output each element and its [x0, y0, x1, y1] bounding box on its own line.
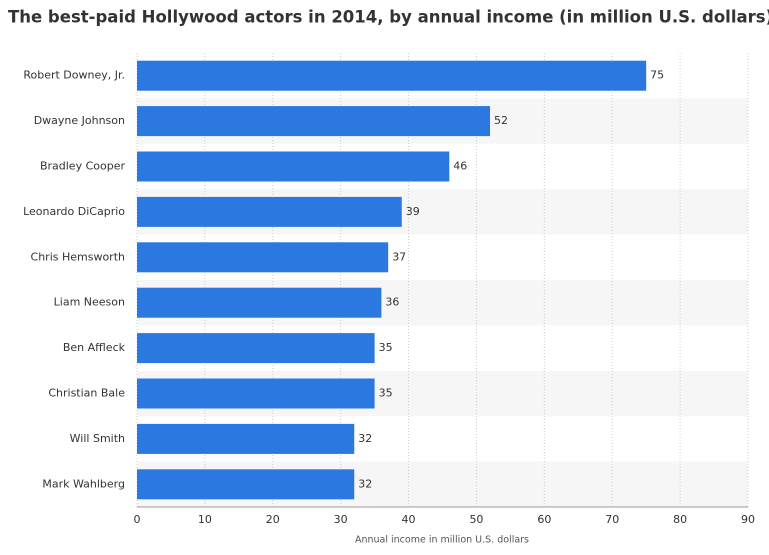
- x-tick-label: 60: [537, 513, 551, 526]
- bar: [137, 196, 402, 227]
- data-label: 32: [358, 477, 372, 490]
- x-tick-label: 70: [605, 513, 619, 526]
- data-label: 46: [453, 160, 467, 173]
- chart-title: The best-paid Hollywood actors in 2014, …: [8, 8, 769, 27]
- data-label: 35: [379, 341, 393, 354]
- data-label: 37: [392, 250, 406, 263]
- bar: [137, 106, 491, 137]
- data-label: 75: [650, 69, 664, 82]
- bar: [137, 287, 382, 318]
- y-tick-label: Ben Affleck: [63, 341, 126, 354]
- y-tick-label: Liam Neeson: [54, 296, 125, 309]
- data-label: 32: [358, 432, 372, 445]
- bar: [137, 378, 375, 409]
- x-tick-label: 80: [673, 513, 687, 526]
- y-tick-label: Will Smith: [70, 432, 125, 445]
- bar: [137, 469, 355, 500]
- x-tick-label: 40: [402, 513, 416, 526]
- y-tick-label: Mark Wahlberg: [42, 477, 125, 490]
- x-tick-label: 0: [134, 513, 141, 526]
- bar: [137, 333, 375, 364]
- y-tick-label: Bradley Cooper: [40, 160, 126, 173]
- x-tick-label: 10: [198, 513, 212, 526]
- x-tick-label: 30: [334, 513, 348, 526]
- x-tick-label: 50: [469, 513, 483, 526]
- y-tick-label: Leonardo DiCaprio: [23, 205, 125, 218]
- y-tick-label: Dwayne Johnson: [34, 114, 125, 127]
- data-label: 35: [379, 387, 393, 400]
- x-tick-label: 90: [741, 513, 755, 526]
- bar: [137, 423, 355, 454]
- y-tick-label: Robert Downey, Jr.: [23, 69, 125, 82]
- data-label: 39: [406, 205, 420, 218]
- data-label: 36: [385, 296, 399, 309]
- y-tick-label: Christian Bale: [48, 387, 125, 400]
- x-tick-label: 20: [266, 513, 280, 526]
- bar: [137, 242, 389, 273]
- x-axis-title: Annual income in million U.S. dollars: [355, 535, 529, 546]
- bar: [137, 60, 647, 91]
- bar: [137, 151, 450, 182]
- data-label: 52: [494, 114, 508, 127]
- y-tick-label: Chris Hemsworth: [31, 250, 126, 263]
